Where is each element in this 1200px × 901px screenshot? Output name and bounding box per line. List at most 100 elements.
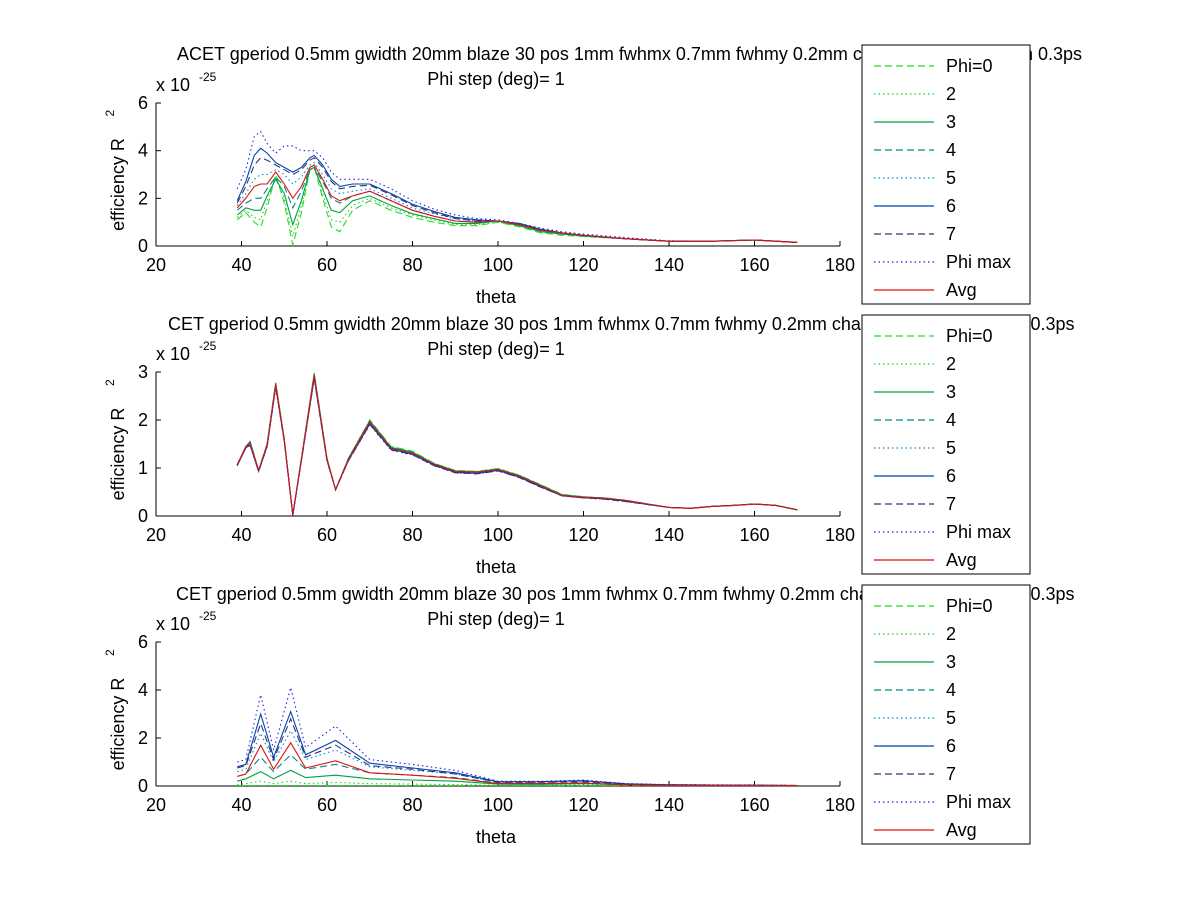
x-tick-label: 60 <box>317 795 337 815</box>
y-tick-label: 4 <box>138 680 148 700</box>
series-line-1 <box>236 372 798 516</box>
x-tick-label: 180 <box>825 525 855 545</box>
legend-label: 4 <box>946 680 956 700</box>
subplot-3: CET gperiod 0.5mm gwidth 20mm blaze 30 p… <box>103 584 1075 847</box>
legend-label: Phi=0 <box>946 56 993 76</box>
legend-box <box>861 314 1031 575</box>
y-axis-label-group: efficiency R 2 <box>103 379 128 500</box>
series-line-5 <box>236 376 798 516</box>
chart-subtitle: Phi step (deg)= 1 <box>427 609 565 629</box>
legend-label: 6 <box>946 196 956 216</box>
y-tick-label: 3 <box>138 362 148 382</box>
x-tick-label: 160 <box>739 525 769 545</box>
series-line-6 <box>237 709 798 787</box>
series-line-8 <box>237 685 798 787</box>
x-tick-label: 20 <box>146 255 166 275</box>
exponent-label: x 10 <box>156 344 190 364</box>
y-tick-label: 1 <box>138 458 148 478</box>
legend-box <box>861 44 1031 305</box>
x-tick-label: 80 <box>402 255 422 275</box>
y-tick-label: 6 <box>138 93 148 113</box>
chart-title: CET gperiod 0.5mm gwidth 20mm blaze 30 p… <box>168 314 912 334</box>
series-line-9 <box>236 375 798 516</box>
series-lines <box>236 372 798 516</box>
series-line-7 <box>236 157 798 243</box>
legend-label: 7 <box>946 764 956 784</box>
legend-label: Phi=0 <box>946 326 993 346</box>
x-tick-label: 180 <box>825 255 855 275</box>
x-tick-label: 180 <box>825 795 855 815</box>
y-tick-label: 0 <box>138 776 148 796</box>
legend-label: 3 <box>946 112 956 132</box>
legend-label: 6 <box>946 736 956 756</box>
legend-label: 2 <box>946 354 956 374</box>
subplot-2: CET gperiod 0.5mm gwidth 20mm blaze 30 p… <box>103 314 1075 577</box>
series-lines <box>237 685 798 787</box>
legend-label: Avg <box>946 820 977 840</box>
x-tick-label: 140 <box>654 795 684 815</box>
legend-label: 7 <box>946 494 956 514</box>
legend-label: Phi=0 <box>946 596 993 616</box>
x-tick-label: 160 <box>739 795 769 815</box>
y-axis-label: efficiency R <box>108 678 128 771</box>
y-axis-label-group: efficiency R 2 <box>103 110 128 231</box>
chart-title-tail: th 0.3ps <box>1018 44 1082 64</box>
y-tick-label: 2 <box>138 188 148 208</box>
x-tick-label: 120 <box>568 525 598 545</box>
series-line-6 <box>236 147 798 243</box>
series-line-7 <box>236 378 798 516</box>
y-tick-label: 2 <box>138 728 148 748</box>
subplot-1: ACET gperiod 0.5mm gwidth 20mm blaze 30 … <box>103 44 1082 307</box>
x-axis-label: theta <box>476 557 517 577</box>
x-tick-label: 60 <box>317 525 337 545</box>
x-tick-label: 80 <box>402 795 422 815</box>
legend-label: Phi max <box>946 522 1011 542</box>
x-tick-label: 40 <box>231 255 251 275</box>
series-line-3 <box>236 373 798 516</box>
series-line-8 <box>236 378 798 516</box>
series-line-3 <box>236 166 798 243</box>
x-axis-label: theta <box>476 287 517 307</box>
legend-label: Phi max <box>946 252 1011 272</box>
legend-label: 4 <box>946 140 956 160</box>
series-line-8 <box>236 130 798 243</box>
series-line-7 <box>237 717 798 787</box>
legend-label: 4 <box>946 410 956 430</box>
legend-label: 6 <box>946 466 956 486</box>
y-tick-label: 0 <box>138 236 148 256</box>
y-axis-label-group: efficiency R 2 <box>103 649 128 770</box>
legend-label: Avg <box>946 280 977 300</box>
x-tick-label: 140 <box>654 255 684 275</box>
x-tick-label: 160 <box>739 255 769 275</box>
legend-label: 3 <box>946 382 956 402</box>
x-tick-label: 140 <box>654 525 684 545</box>
legend-label: 3 <box>946 652 956 672</box>
chart-subtitle: Phi step (deg)= 1 <box>427 69 565 89</box>
series-line-6 <box>236 377 798 516</box>
chart-title: CET gperiod 0.5mm gwidth 20mm blaze 30 p… <box>176 584 920 604</box>
x-tick-label: 100 <box>483 795 513 815</box>
chart-subtitle: Phi step (deg)= 1 <box>427 339 565 359</box>
legend: Phi=0 2 3 4 5 6 7 Phi max Avg <box>861 314 1031 575</box>
y-axis-label: efficiency R <box>108 408 128 501</box>
legend-label: 5 <box>946 168 956 188</box>
y-axis-label-sup: 2 <box>103 379 117 386</box>
y-tick-label: 0 <box>138 506 148 526</box>
exponent-power: -25 <box>199 70 217 84</box>
x-tick-label: 20 <box>146 795 166 815</box>
exponent-label: x 10 <box>156 75 190 95</box>
exponent-label: x 10 <box>156 614 190 634</box>
x-tick-label: 20 <box>146 525 166 545</box>
x-tick-label: 120 <box>568 255 598 275</box>
x-tick-label: 100 <box>483 525 513 545</box>
legend-label: 5 <box>946 708 956 728</box>
x-tick-label: 60 <box>317 255 337 275</box>
chart-title: ACET gperiod 0.5mm gwidth 20mm blaze 30 … <box>177 44 933 64</box>
legend-label: 7 <box>946 224 956 244</box>
y-tick-label: 2 <box>138 410 148 430</box>
series-line-5 <box>236 161 798 243</box>
series-line-5 <box>237 729 798 787</box>
series-line-9 <box>236 164 798 243</box>
legend: Phi=0 2 3 4 5 6 7 Phi max Avg <box>861 44 1031 305</box>
